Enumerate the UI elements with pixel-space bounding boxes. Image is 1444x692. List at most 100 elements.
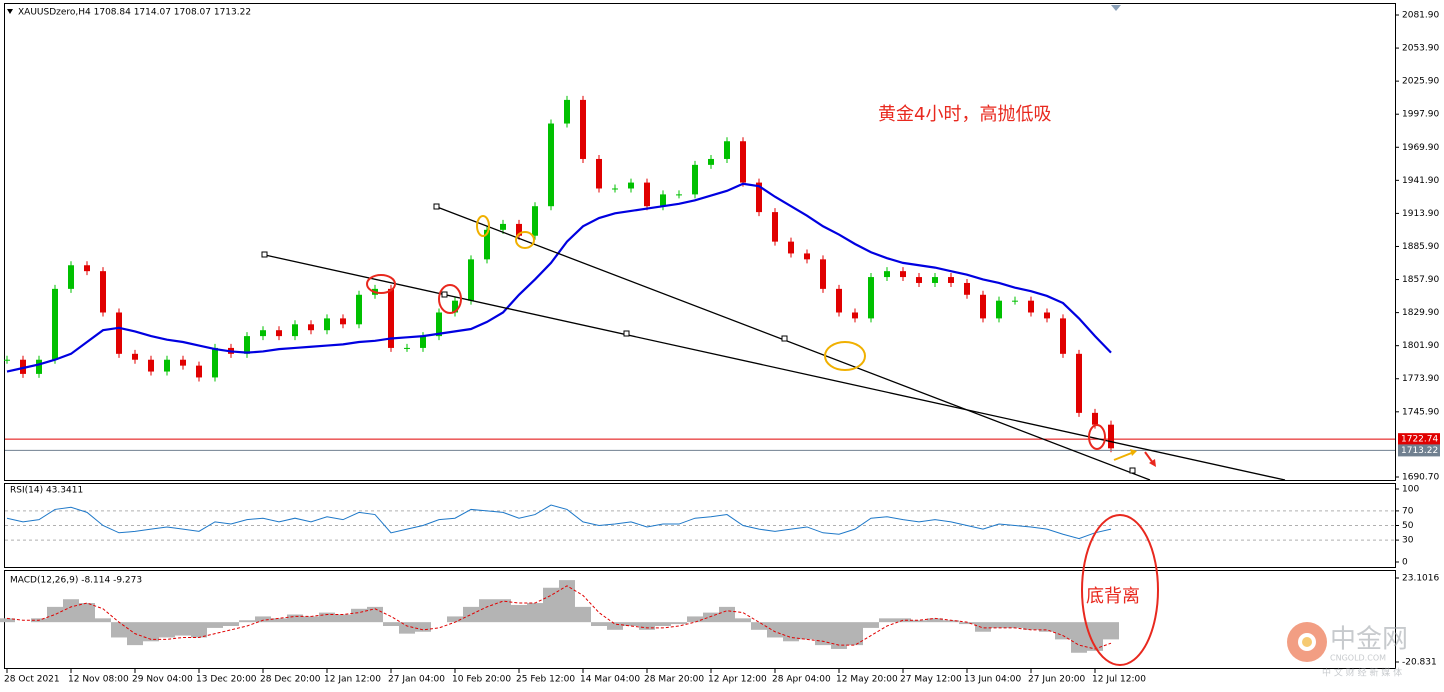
y-tick-label: 0 [1402, 558, 1408, 568]
candle [836, 288, 842, 313]
annotation: 底背离 [1086, 586, 1140, 607]
candle [1092, 412, 1098, 425]
candle [996, 300, 1002, 319]
candle [596, 158, 602, 189]
macd-bar [95, 618, 111, 623]
macd-bar [799, 622, 815, 640]
x-tick-label: 28 Oct 2021 [4, 675, 60, 685]
x-tick-label: 12 Nov 08:00 [68, 675, 129, 685]
menu-arrow [7, 9, 13, 14]
annotation: 黄金4小时，高抛低吸 [878, 104, 1051, 125]
watermark-name: 中金网 [1330, 625, 1408, 655]
candle [1060, 318, 1066, 354]
candle [84, 265, 90, 272]
candle [564, 99, 570, 124]
x-tick-label: 14 Mar 04:00 [580, 675, 640, 685]
x-tick-label: 28 Apr 04:00 [772, 675, 831, 685]
candle [660, 194, 666, 207]
candle [708, 158, 714, 165]
macd-bar [1007, 622, 1023, 628]
candle [20, 359, 26, 374]
macd-bar [671, 622, 687, 625]
candle [1012, 300, 1018, 302]
moving-average [6, 182, 1112, 373]
candle [1044, 312, 1050, 319]
macd-bar [607, 622, 623, 630]
watermark-site: CNGOLD.COM [1330, 654, 1386, 663]
candle [628, 182, 634, 189]
price-tag [1398, 444, 1440, 457]
candle [356, 294, 362, 325]
macd-bar [543, 587, 559, 623]
macd-bar [1103, 622, 1119, 640]
macd-bar [879, 618, 895, 623]
candle [900, 271, 906, 278]
x-tick-label: 28 Dec 20:00 [260, 675, 321, 685]
macd-bar [559, 580, 575, 623]
macd-bar [767, 622, 783, 638]
candle [340, 318, 346, 325]
macd-bar [655, 622, 671, 626]
x-tick-label: 10 Feb 20:00 [452, 675, 511, 685]
macd-bar [863, 622, 879, 628]
x-tick-label: 12 Apr 12:00 [708, 675, 767, 685]
candle [964, 282, 970, 295]
macd-bar [623, 622, 639, 626]
candle [436, 312, 442, 337]
macd-bar [1071, 622, 1087, 653]
macd-bar [719, 606, 735, 623]
candle [164, 359, 170, 372]
candle [484, 229, 490, 260]
macd-bar [463, 606, 479, 623]
candle [132, 353, 138, 360]
candle [548, 123, 554, 207]
candle [868, 277, 874, 319]
x-tick-label: 13 Dec 20:00 [196, 675, 257, 685]
y-tick-label: 2025.90 [1402, 77, 1439, 87]
x-tick-label: 27 May 12:00 [900, 675, 962, 685]
candle [452, 300, 458, 313]
candle [324, 318, 330, 331]
y-tick-label: 2081.90 [1402, 11, 1439, 21]
signal-line [6, 585, 1112, 650]
macd-bar [751, 622, 767, 630]
macd-bar [703, 612, 719, 623]
macd-bar [911, 620, 927, 623]
macd-bar [47, 606, 63, 623]
candle [404, 347, 410, 349]
y-tick-label: 1857.90 [1402, 275, 1439, 285]
candle [916, 277, 922, 283]
macd-bar [207, 622, 223, 628]
macd-bar [367, 606, 383, 623]
candle [4, 359, 10, 361]
y-tick-label: 1690.70 [1402, 473, 1439, 483]
macd-bar [975, 622, 991, 632]
macd-bar [1039, 622, 1055, 632]
watermark-tagline: 中 文 财 经 新 媒 体 [1322, 667, 1402, 679]
x-tick-label: 12 May 20:00 [836, 675, 898, 685]
macd-bar [79, 603, 95, 623]
candle [180, 359, 186, 366]
macd-bar [959, 622, 975, 625]
macd-bar [735, 618, 751, 623]
candle [420, 336, 426, 348]
macd-bar [255, 616, 271, 623]
candle [644, 182, 650, 207]
macd-bar [143, 622, 159, 642]
candle [292, 324, 298, 337]
x-tick-label: 13 Jun 04:00 [964, 675, 1021, 685]
candle [756, 182, 762, 213]
price-tag-label: 1722.74 [1401, 435, 1438, 445]
candle [948, 277, 954, 283]
macd-bar [191, 622, 207, 638]
macd-bar [575, 606, 591, 623]
candle [740, 141, 746, 183]
macd-bar [639, 622, 655, 630]
rsi-label: RSI(14) 43.3411 [10, 486, 83, 496]
candle [852, 312, 858, 319]
x-tick-label: 25 Feb 12:00 [516, 675, 575, 685]
candle [468, 259, 474, 301]
macd-bar [991, 622, 1007, 628]
